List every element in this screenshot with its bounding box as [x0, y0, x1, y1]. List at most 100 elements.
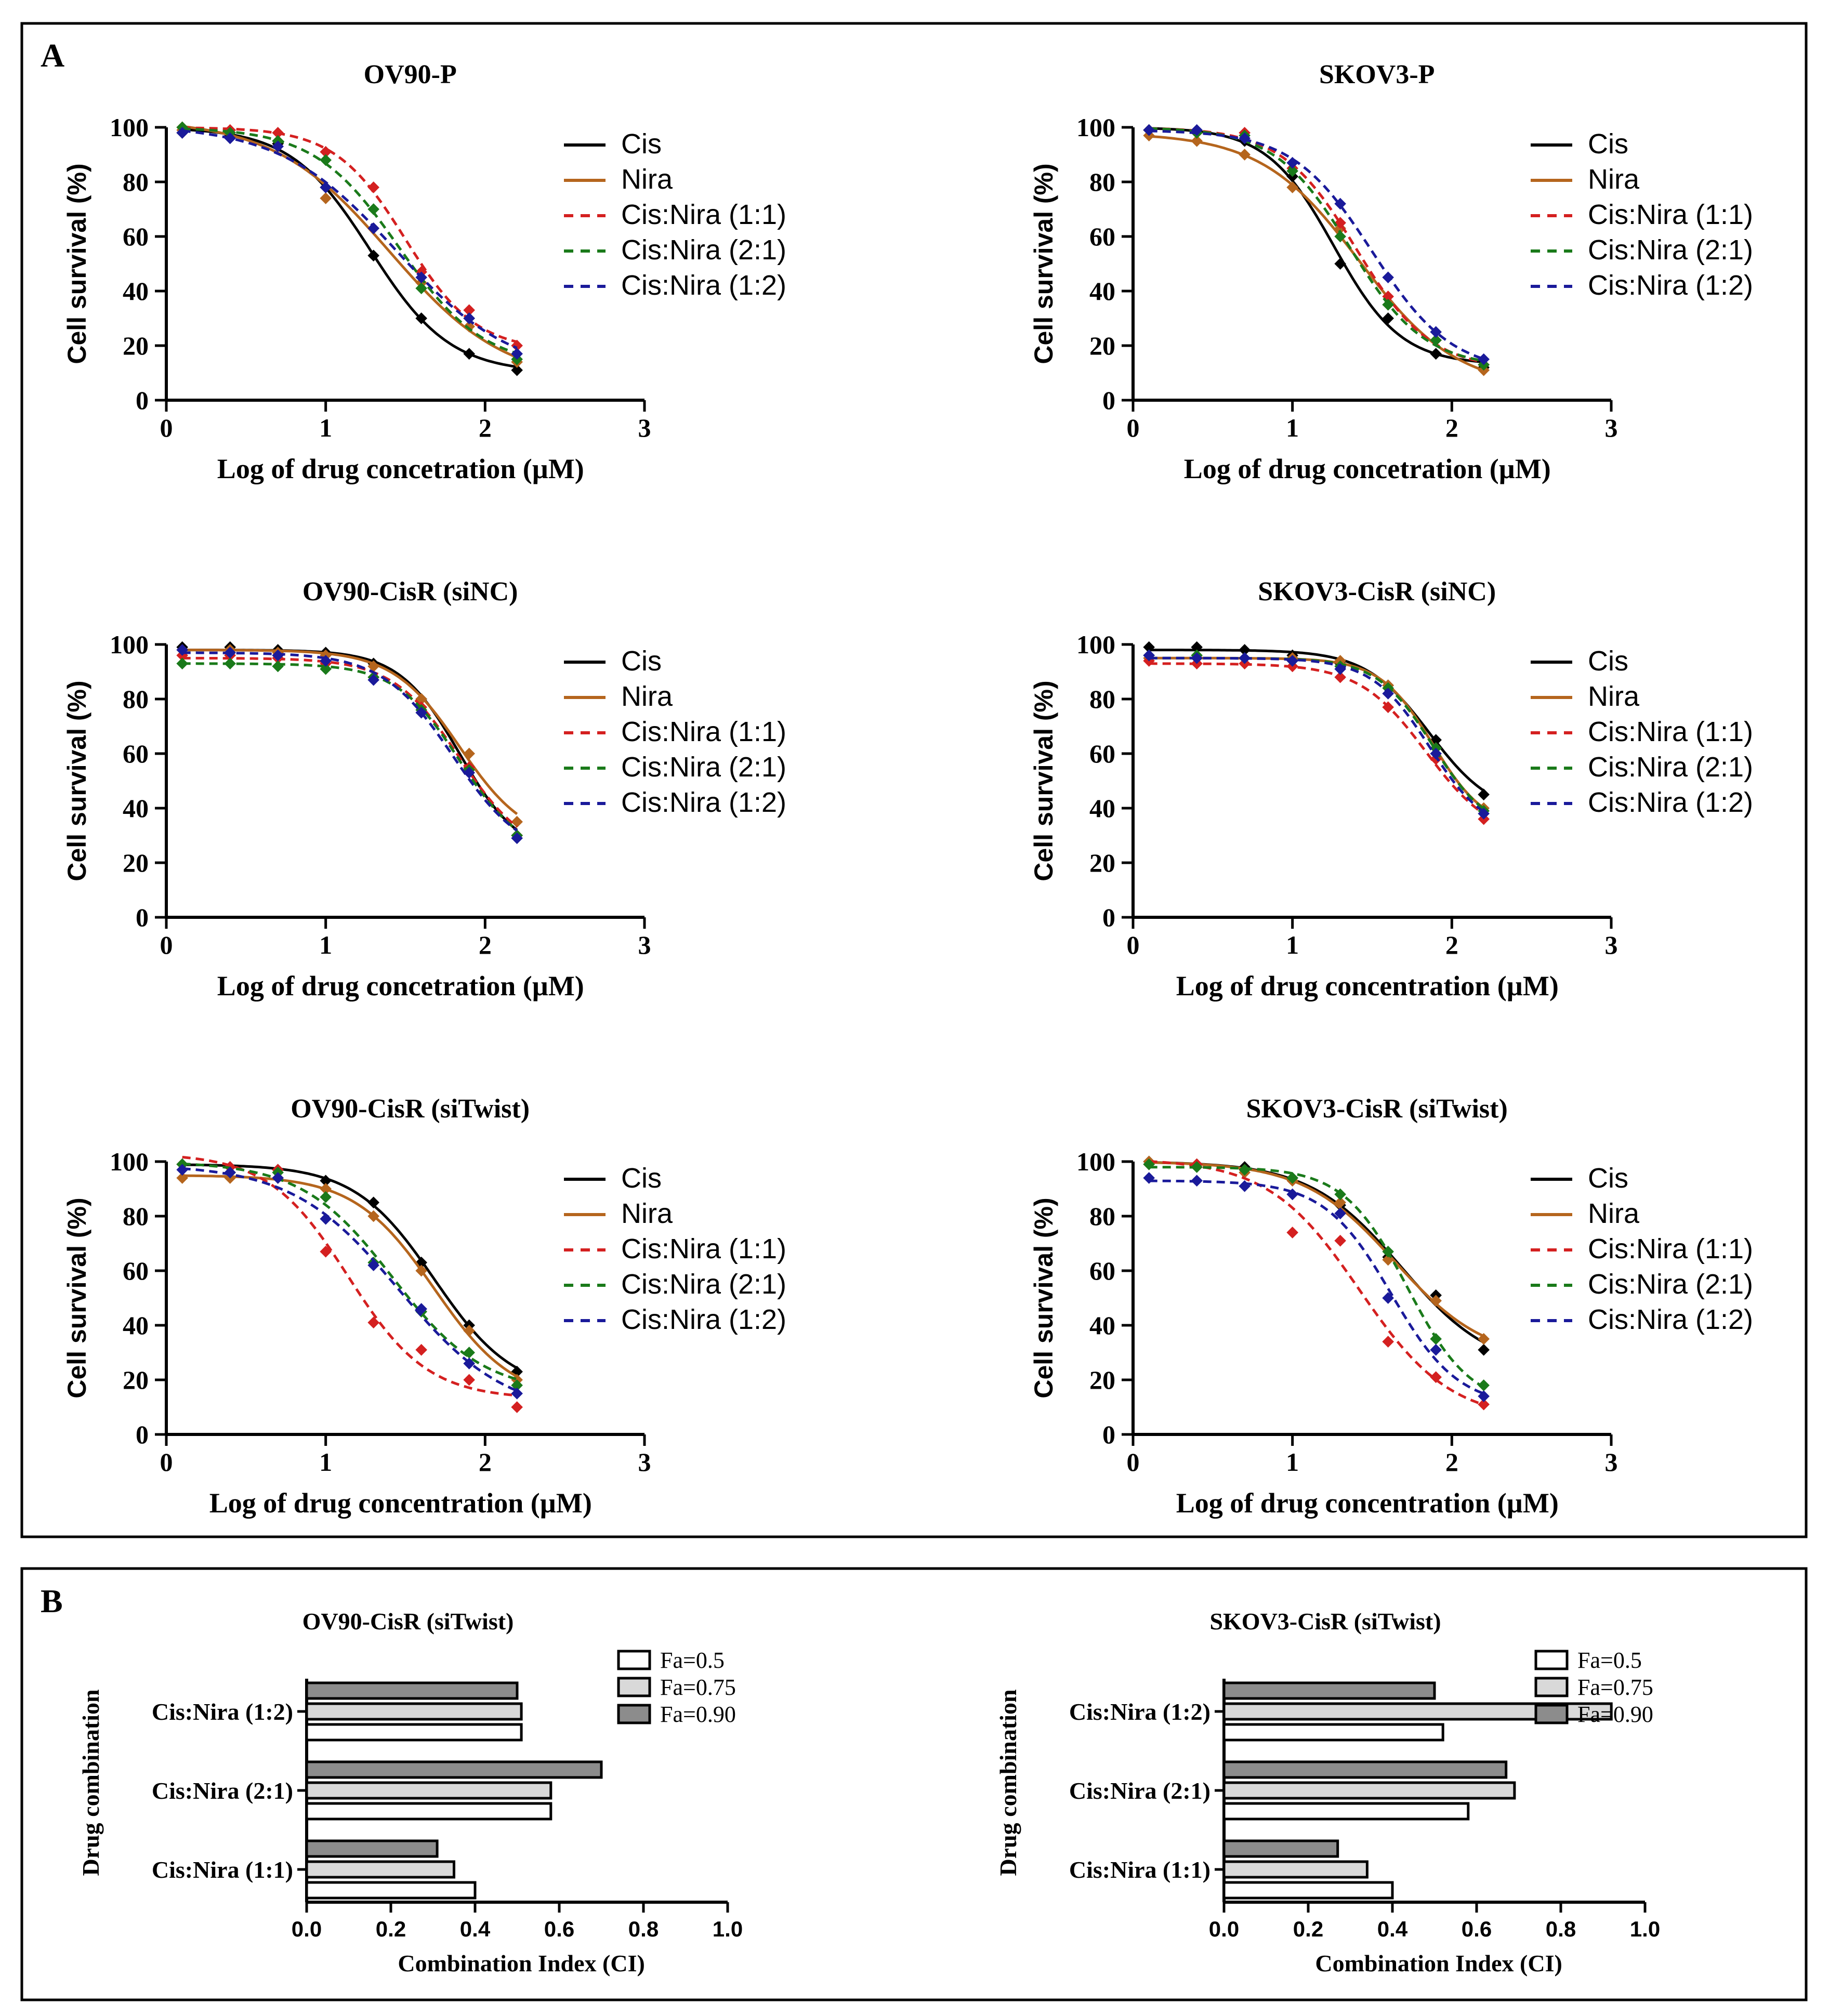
- y-tick-label: 80: [123, 167, 149, 196]
- data-point: [463, 1347, 475, 1359]
- data-point: [367, 1259, 379, 1271]
- y-tick-label: 80: [1089, 1202, 1115, 1231]
- data-point: [320, 154, 332, 166]
- data-point: [415, 706, 427, 719]
- x-tick-label: 2: [479, 930, 492, 959]
- y-tick-label: 100: [110, 630, 149, 659]
- legend-label: Cis: [1588, 645, 1628, 677]
- data-point: [1430, 334, 1442, 346]
- data-point: [463, 304, 475, 317]
- legend-label: Nira: [1588, 681, 1640, 712]
- data-point: [415, 282, 427, 295]
- y-tick-label: 40: [1089, 1311, 1115, 1340]
- legend-label: Cis:Nira (1:2): [621, 1304, 786, 1335]
- x-tick-label: 1: [1286, 1447, 1299, 1477]
- bar: [305, 1802, 552, 1821]
- legend-label: Cis: [1588, 128, 1628, 160]
- legend-label: Fa=0.5: [660, 1648, 725, 1673]
- legend-label: Cis:Nira (1:1): [621, 199, 786, 230]
- chart-title: OV90-P: [364, 60, 457, 89]
- data-point: [1478, 808, 1490, 820]
- y-axis-label: Cell survival (%): [1029, 680, 1058, 881]
- data-point: [367, 660, 379, 673]
- series-line-cis-nira-1-2-: [1149, 129, 1484, 361]
- chart-title: SKOV3-P: [1319, 60, 1435, 89]
- data-point: [1286, 165, 1298, 177]
- x-axis-label: Log of drug concetration (µM): [217, 970, 584, 1002]
- y-tick-label: 60: [123, 222, 149, 251]
- legend-label: Cis:Nira (2:1): [621, 752, 786, 783]
- data-point: [1382, 688, 1394, 700]
- x-tick-label: 0: [160, 1447, 173, 1477]
- data-point: [1382, 1336, 1394, 1348]
- bar: [1222, 1881, 1394, 1900]
- legend-label: Cis:Nira (2:1): [1588, 1269, 1753, 1300]
- line-chart-5: OV90-CisR (siTwist) 0 20 40 60 80 100 0 1 2 3 Log o…: [62, 1094, 786, 1519]
- bar-chart-2: SKOV3-CisR (siTwist) 0.0 0.2 0.4 0.6 0.8 1.0 Co…: [995, 1608, 1660, 1977]
- data-point: [224, 647, 236, 659]
- series-line-nira: [182, 1174, 518, 1378]
- data-point: [415, 1343, 427, 1356]
- x-axis-label: Combination Index (CI): [1315, 1950, 1562, 1977]
- y-axis-label: Cell survival (%): [1029, 1197, 1058, 1398]
- data-point: [367, 674, 379, 686]
- data-point: [224, 1166, 236, 1179]
- x-tick-label: 0.0: [292, 1917, 322, 1941]
- data-point: [1286, 156, 1298, 169]
- legend-label: Cis:Nira (1:1): [621, 716, 786, 747]
- y-axis-label: Cell survival (%): [62, 680, 91, 881]
- data-point: [1430, 1343, 1442, 1356]
- x-tick-label: 1: [319, 413, 332, 442]
- series-line-cis-nira-1-1-: [1149, 1160, 1484, 1406]
- y-tick-label: 20: [1089, 1365, 1115, 1394]
- legend-label: Cis:Nira (2:1): [1588, 752, 1753, 783]
- y-axis-label: Cell survival (%): [62, 163, 91, 364]
- data-point: [1191, 641, 1203, 653]
- data-point: [272, 1172, 284, 1184]
- legend-label: Cis:Nira (2:1): [621, 234, 786, 266]
- x-tick-label: 2: [1445, 1447, 1458, 1477]
- y-tick-label: 20: [123, 331, 149, 360]
- legend-label: Cis: [621, 645, 662, 677]
- data-point: [1382, 271, 1394, 284]
- data-point: [320, 1191, 332, 1203]
- data-point: [1430, 326, 1442, 338]
- bar: [1222, 1802, 1470, 1821]
- bar: [1222, 1839, 1339, 1858]
- y-tick-label: 60: [1089, 222, 1115, 251]
- category-label: Cis:Nira (1:2): [1069, 1698, 1210, 1725]
- data-point: [1334, 197, 1346, 210]
- x-axis-label: Log of drug concetration (µM): [1184, 453, 1551, 484]
- data-point: [1430, 1371, 1442, 1383]
- data-point: [511, 1401, 523, 1413]
- x-tick-label: 0.6: [544, 1917, 574, 1941]
- legend-label: Nira: [621, 681, 673, 712]
- data-point: [1334, 1196, 1346, 1209]
- panel-label-a: A: [41, 37, 64, 74]
- y-tick-label: 0: [1102, 903, 1115, 932]
- data-point: [224, 132, 236, 144]
- data-point: [320, 1245, 332, 1258]
- data-point: [1334, 1188, 1346, 1201]
- series-line-cis-nira-1-2-: [1149, 656, 1485, 813]
- data-point: [1239, 149, 1251, 161]
- chart-title: OV90-CisR (siTwist): [291, 1094, 530, 1124]
- series-line-cis-nira-2-1-: [1149, 1166, 1484, 1389]
- x-tick-label: 0.6: [1462, 1917, 1492, 1941]
- y-tick-label: 0: [1102, 1420, 1115, 1449]
- data-point: [320, 181, 332, 193]
- x-tick-label: 0: [1127, 413, 1140, 442]
- data-point: [1334, 671, 1346, 683]
- data-point: [272, 660, 284, 673]
- y-tick-label: 0: [136, 1420, 149, 1449]
- data-point: [1382, 701, 1394, 714]
- series-line-cis: [1149, 127, 1484, 364]
- legend-label: Cis: [1588, 1163, 1628, 1194]
- y-tick-label: 20: [123, 848, 149, 877]
- data-point: [176, 657, 188, 670]
- data-point: [320, 192, 332, 204]
- chart-title: SKOV3-CisR (siNC): [1258, 577, 1496, 607]
- y-tick-label: 80: [123, 684, 149, 714]
- data-point: [1143, 1172, 1155, 1184]
- data-point: [1143, 124, 1155, 136]
